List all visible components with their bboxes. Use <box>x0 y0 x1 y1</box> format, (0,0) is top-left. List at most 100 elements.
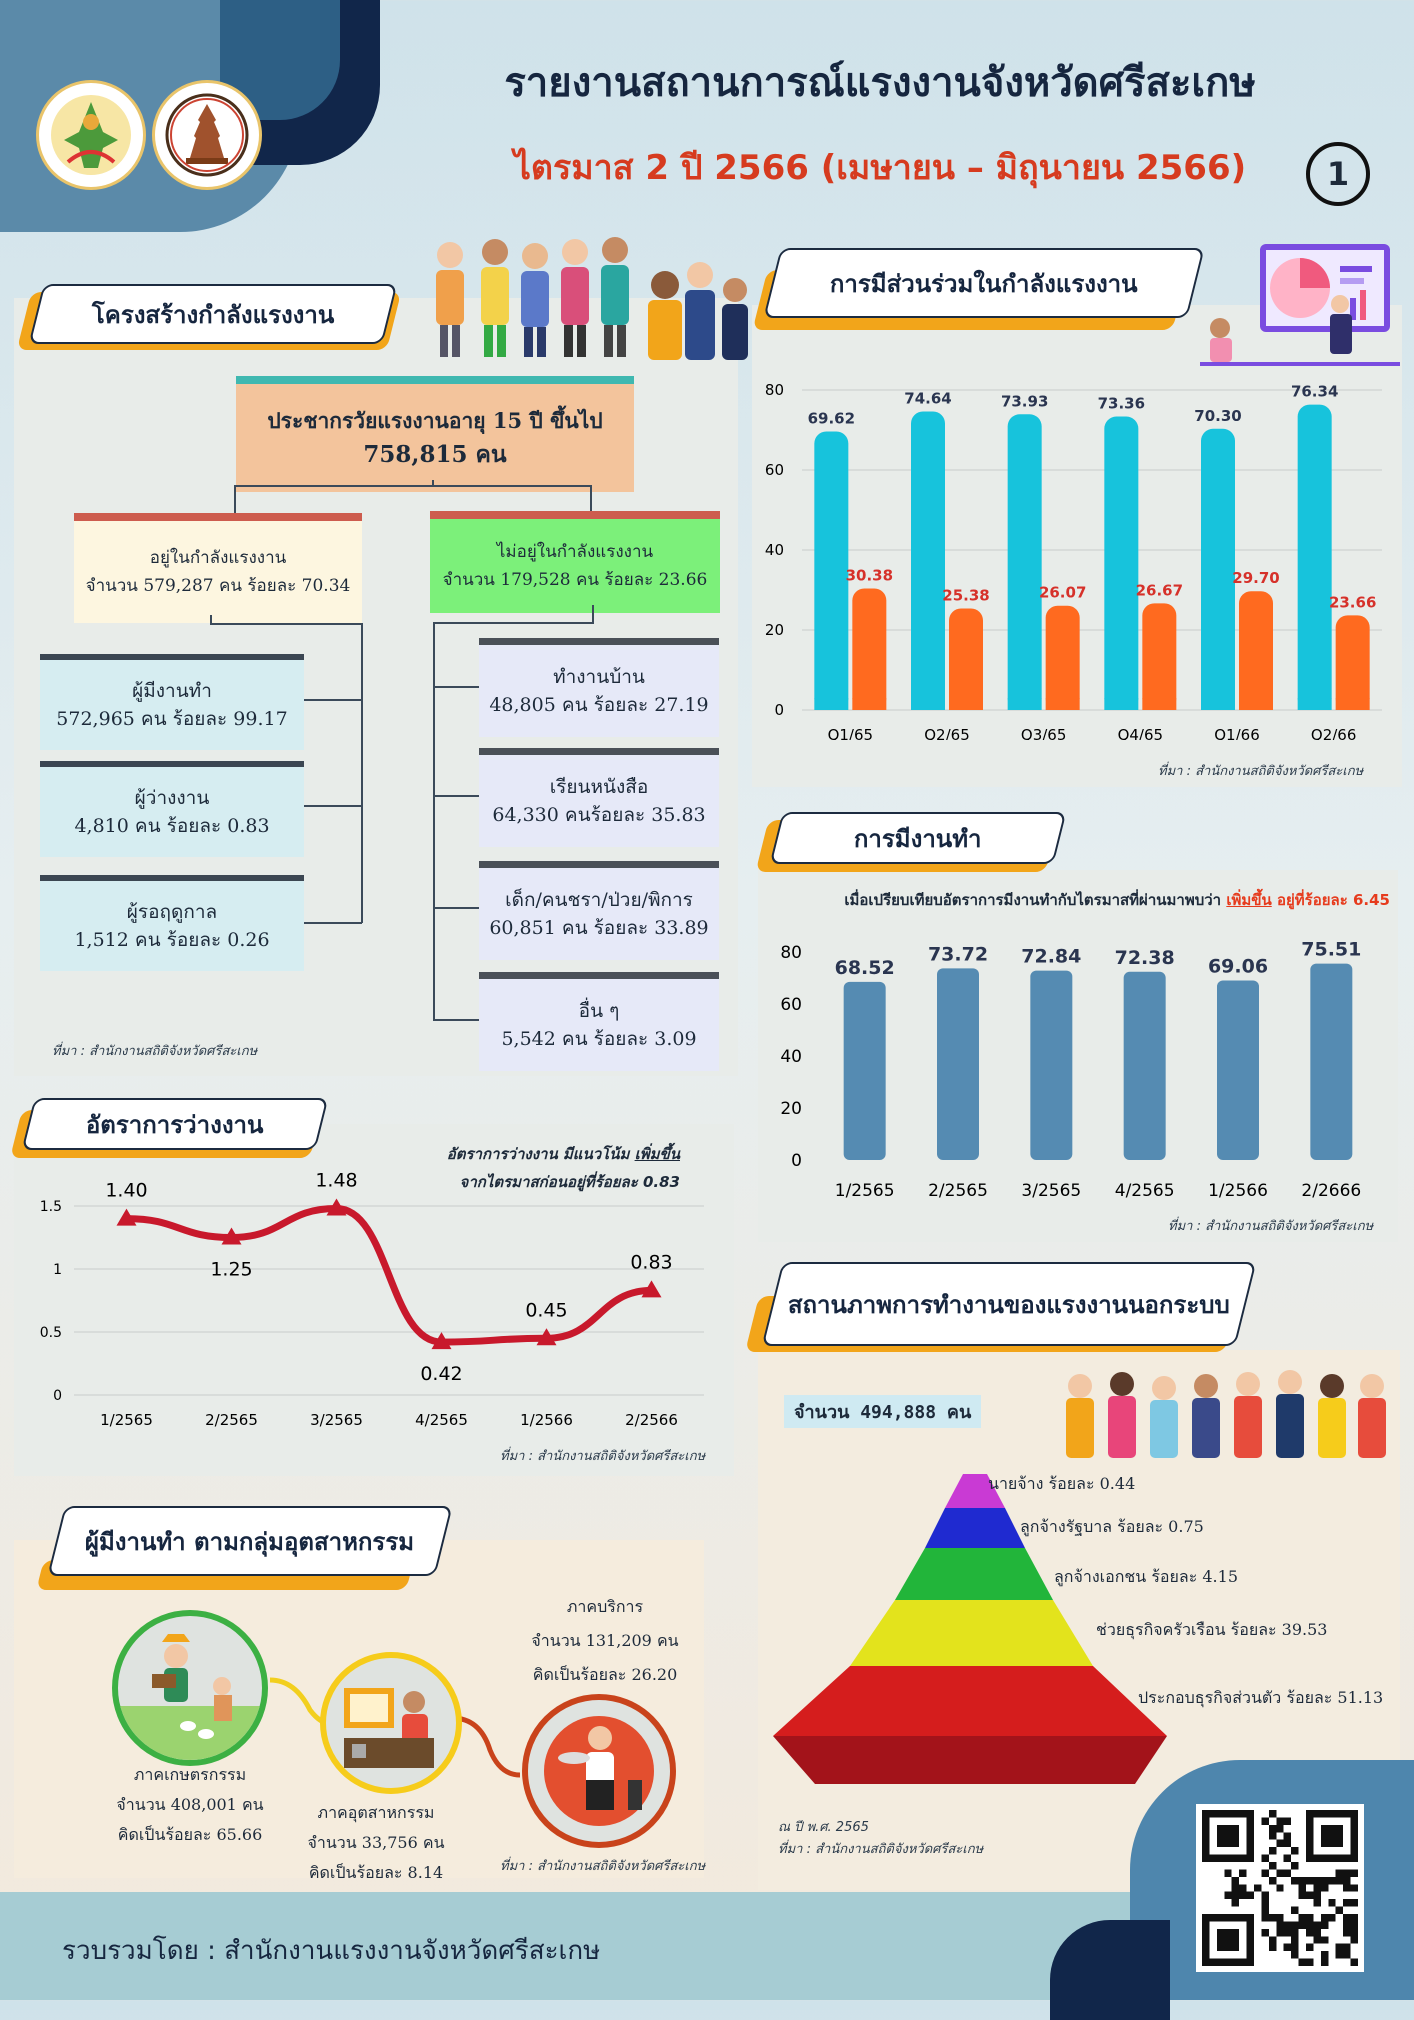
qr-module <box>1291 1876 1299 1885</box>
data-label: 73.72 <box>928 943 988 965</box>
data-label: 1.40 <box>105 1180 147 1202</box>
pyramid-level-government <box>925 1508 1025 1548</box>
pyramid-level-employer <box>945 1474 1005 1508</box>
data-label: 73.36 <box>1098 395 1145 413</box>
studying-detail: 64,330 คนร้อยละ 35.83 <box>492 804 706 826</box>
labour-structure-heading: โครงสร้างกำลังแรงงาน <box>91 300 335 329</box>
qr-module <box>1283 1832 1292 1840</box>
x-tick-label: 3/2565 <box>310 1411 363 1429</box>
qr-module <box>1283 1869 1292 1877</box>
bar <box>949 608 983 710</box>
y-tick-label: 20 <box>765 621 784 639</box>
qr-module <box>1343 1899 1351 1907</box>
section-tag: อัตราการว่างงาน <box>21 1098 329 1150</box>
qr-module <box>1283 1817 1292 1825</box>
qr-module <box>1246 1891 1254 1900</box>
bar-base <box>1045 698 1080 710</box>
bar-base <box>1297 698 1332 710</box>
data-point <box>221 1227 242 1245</box>
housework-title: ทำงานบ้าน <box>553 666 645 688</box>
others-detail: 5,542 คน ร้อยละ 3.09 <box>501 1028 697 1050</box>
in-labour-force-title: อยู่ในกำลังแรงงาน <box>149 548 287 568</box>
qr-module <box>1313 1921 1321 1929</box>
qr-module <box>1224 1891 1232 1900</box>
qr-module <box>1268 1862 1277 1870</box>
qr-module <box>1298 1914 1306 1922</box>
manufacturing-label: ภาคอุตสาหกรรม จำนวน 33,756 คน คิดเป็นร้อ… <box>276 1798 476 1888</box>
qr-module <box>1306 1914 1314 1922</box>
bar-base <box>1239 698 1273 710</box>
qr-module <box>1283 1921 1292 1929</box>
analytics-illustration-icon <box>1200 244 1400 366</box>
bar-base <box>1142 698 1177 710</box>
qr-module <box>1231 1876 1240 1885</box>
qr-module <box>1350 1958 1358 1966</box>
unemployed-box: ผู้ว่างงาน 4,810 คน ร้อยละ 0.83 <box>40 761 304 857</box>
bar <box>1201 428 1235 710</box>
bar-base <box>852 698 887 710</box>
connector <box>433 686 479 688</box>
employed-detail: 572,965 คน ร้อยละ 99.17 <box>56 708 288 730</box>
qr-module <box>1343 1951 1351 1959</box>
qr-module <box>1268 1914 1277 1922</box>
connector <box>304 805 362 807</box>
qr-module <box>1291 1921 1299 1929</box>
housework-detail: 48,805 คน ร้อยละ 27.19 <box>489 694 709 716</box>
pyramid-level-private <box>895 1548 1053 1600</box>
qr-module <box>1313 1936 1321 1944</box>
agriculture-pct: คิดเป็นร้อยละ 65.66 <box>117 1825 263 1844</box>
data-label: 68.52 <box>835 957 895 979</box>
y-tick-label: 0.5 <box>40 1325 62 1341</box>
data-label: 26.07 <box>1039 584 1086 602</box>
qr-module <box>1283 1943 1292 1952</box>
qr-module <box>1335 1943 1344 1952</box>
data-point <box>536 1328 557 1346</box>
agriculture-count: จำนวน 408,001 คน <box>116 1795 264 1814</box>
bar <box>1217 980 1259 1160</box>
agriculture-name: ภาคเกษตรกรรม <box>133 1765 247 1784</box>
bar <box>1335 615 1370 710</box>
qr-module <box>1313 1884 1321 1892</box>
qr-module <box>1291 1936 1299 1944</box>
qr-module <box>1328 1899 1336 1907</box>
qr-module <box>1231 1884 1240 1892</box>
employment-note-value: อยู่ที่ร้อยละ 6.45 <box>1271 891 1390 909</box>
unemployed-title: ผู้ว่างงาน <box>134 787 210 809</box>
out-labour-force-title: ไม่อยู่ในกำลังแรงงาน <box>496 542 654 562</box>
qr-code-icon[interactable] <box>1196 1804 1364 1972</box>
participation-chart: 0 20 40 60 80 69.62 30.38 Q1/65 74.64 25.38 Q2/65 7… <box>765 381 1382 740</box>
qr-module <box>1335 1869 1344 1877</box>
qr-module <box>1320 1921 1329 1929</box>
x-tick-label: 1/2565 <box>835 1181 895 1201</box>
unemployment-heading: อัตราการว่างงาน <box>86 1110 264 1139</box>
service-name: ภาคบริการ <box>566 1597 644 1616</box>
bar <box>1142 603 1177 710</box>
seasonal-detail: 1,512 คน ร้อยละ 0.26 <box>74 929 270 951</box>
thai-deity-emblem-icon <box>36 80 146 190</box>
data-label: 73.93 <box>1001 392 1048 410</box>
y-tick-label: 0 <box>791 1151 802 1171</box>
qr-module <box>1306 1943 1314 1952</box>
connector <box>433 795 479 797</box>
qr-module <box>1283 1928 1292 1937</box>
x-tick-label: 4/2565 <box>1115 1181 1175 1201</box>
qr-module <box>1261 1891 1269 1900</box>
y-tick-label: 40 <box>765 541 784 559</box>
qr-module <box>1283 1839 1292 1848</box>
qr-module <box>1343 1928 1351 1937</box>
bar <box>1104 416 1139 710</box>
qr-module <box>1343 1869 1351 1877</box>
connector <box>434 622 594 624</box>
section-tag: โครงสร้างกำลังแรงงาน <box>28 284 398 344</box>
bar <box>911 411 945 710</box>
bar <box>1030 970 1073 1160</box>
qr-module <box>1268 1824 1277 1833</box>
x-tick-label: Q2/65 <box>924 726 970 740</box>
qr-module <box>1224 1869 1232 1877</box>
data-label: 1.48 <box>315 1170 357 1192</box>
service-count: จำนวน 131,209 คน <box>531 1631 679 1650</box>
qr-module <box>1239 1884 1247 1892</box>
section-tag: สถานภาพการทำงานของแรงงานนอกระบบ <box>761 1262 1257 1346</box>
qr-module <box>1268 1943 1277 1952</box>
data-label: 0.83 <box>630 1251 672 1273</box>
